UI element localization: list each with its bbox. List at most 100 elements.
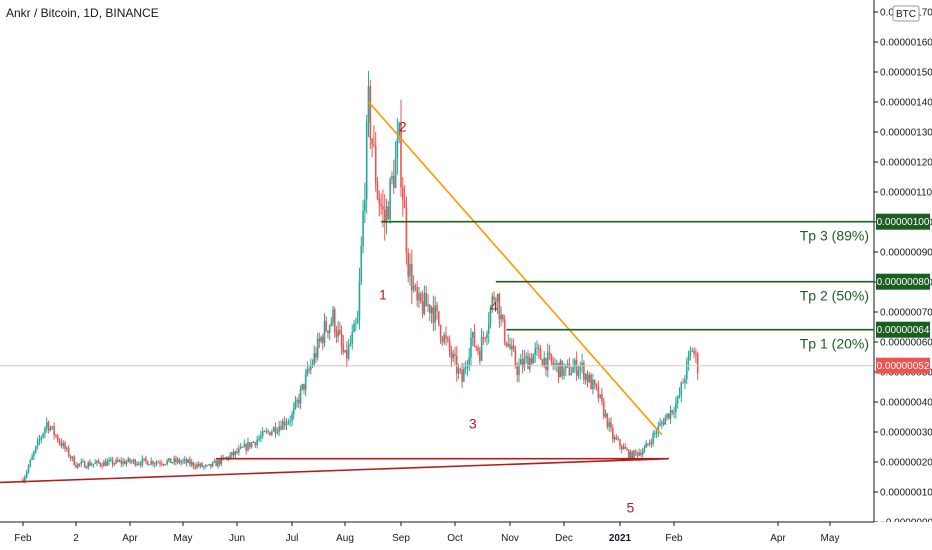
candle-body — [271, 431, 273, 436]
time-tick-label: Oct — [447, 533, 463, 544]
candle-body — [667, 413, 670, 419]
candle-body — [333, 309, 336, 333]
candle-body — [310, 365, 312, 370]
candle-body — [292, 407, 295, 415]
candle-body — [432, 307, 435, 323]
candle-body — [475, 346, 478, 348]
candle-body — [507, 344, 510, 346]
trendline-resistance[interactable] — [367, 101, 663, 436]
candle-body — [38, 439, 41, 441]
candle-body — [218, 460, 221, 465]
candle-body — [648, 443, 651, 445]
candle-body — [78, 463, 81, 465]
candle-body — [550, 354, 553, 362]
candle-body — [455, 355, 458, 374]
candle-body — [96, 460, 98, 463]
candle-body — [509, 344, 511, 349]
price-tick-label: 0.00000150 — [880, 68, 932, 79]
candle-body — [447, 338, 449, 340]
candle-body — [285, 423, 288, 426]
candle-body — [425, 292, 427, 307]
take-profit-caption: Tp 3 (89%) — [800, 228, 869, 244]
candle-body — [31, 456, 33, 460]
candle-body — [400, 123, 402, 188]
candle-body — [463, 368, 465, 382]
candle-body — [689, 351, 692, 356]
price-tick-label: 0.00000090 — [880, 248, 932, 259]
candle-body — [617, 439, 619, 441]
candle-body — [387, 206, 390, 220]
price-axis[interactable]: 0.000001700.000001600.000001500.00000140… — [873, 0, 932, 529]
candle-body — [693, 350, 695, 354]
candle-body — [265, 431, 268, 433]
candle-body — [525, 356, 527, 359]
candle-body — [321, 337, 324, 343]
candle-body — [638, 452, 640, 456]
candle-body — [633, 450, 635, 459]
candle-body — [597, 386, 600, 398]
candle-body — [232, 452, 235, 456]
candle-body — [190, 462, 193, 465]
time-axis[interactable]: Feb 2 Apr May Jun Jul Aug Sep Oct Nov Dec 2021 Feb Ap… — [0, 521, 932, 550]
candle-body — [289, 420, 291, 422]
candle-body — [588, 374, 591, 383]
candle-body — [448, 339, 451, 352]
trendline-support[interactable] — [0, 457, 669, 484]
candle-body — [599, 394, 601, 398]
candle-body — [539, 349, 542, 360]
candle-body — [371, 138, 373, 145]
candle-body — [164, 464, 167, 466]
candle-body — [241, 446, 244, 448]
time-tick-label: May — [174, 533, 193, 544]
candle-body — [238, 448, 240, 453]
candle-body — [127, 458, 130, 462]
candle-body — [362, 210, 364, 246]
candle-body — [461, 369, 463, 382]
candle-body — [414, 285, 417, 287]
candle-body — [369, 85, 372, 139]
candle-body — [355, 323, 357, 325]
candle-body — [168, 458, 170, 461]
candle-body — [162, 464, 165, 466]
candle-body — [230, 452, 233, 456]
time-tick-label: Feb — [665, 533, 683, 544]
candle-body — [136, 463, 138, 466]
candle-body — [215, 461, 217, 466]
candle-body — [211, 462, 214, 467]
candle-body — [340, 333, 343, 346]
candle-body — [108, 460, 110, 462]
candle-body — [676, 396, 679, 404]
candle-body — [631, 451, 633, 459]
candle-body — [657, 425, 660, 433]
candle-body — [495, 299, 497, 302]
candle-body — [696, 353, 699, 373]
candle-body — [487, 323, 490, 334]
take-profit-price-label: 0.00000080 — [877, 277, 930, 288]
candle-body — [407, 252, 409, 277]
candle-body — [669, 410, 672, 419]
time-tick-label: Aug — [336, 533, 354, 544]
price-tick-label: 0.00000130 — [880, 128, 932, 139]
candle-body — [148, 464, 151, 466]
candle-body — [261, 431, 264, 436]
candle-body — [520, 359, 522, 365]
candle-body — [315, 353, 317, 358]
candle-body — [249, 442, 251, 448]
candle-body — [378, 198, 381, 205]
candle-body — [225, 457, 228, 459]
candle-body — [56, 435, 59, 441]
candle-body — [89, 462, 91, 466]
take-profit-price-tag — [876, 273, 930, 290]
candle-body — [40, 437, 43, 440]
candle-body — [477, 347, 479, 352]
candle-body — [471, 332, 474, 338]
currency-badge[interactable]: BTC — [892, 5, 920, 22]
candle-body — [545, 357, 547, 371]
candle-body — [527, 356, 529, 370]
price-tick-label: 0.00000110 — [880, 188, 932, 199]
candle-body — [452, 353, 454, 359]
candle-body — [652, 433, 654, 444]
candle-body — [574, 360, 576, 368]
candle-body — [434, 305, 436, 323]
